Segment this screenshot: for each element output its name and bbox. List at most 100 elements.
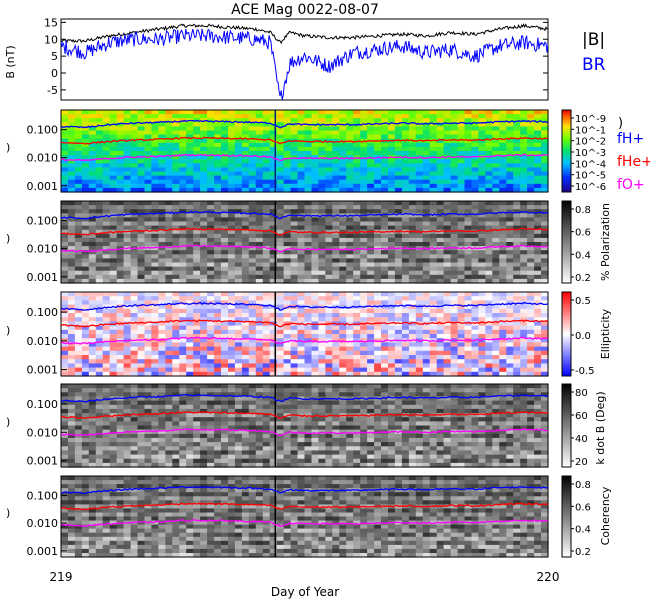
spectrogram-cell	[408, 122, 417, 127]
spectrogram-cell	[429, 346, 438, 352]
spectrogram-cell	[179, 134, 187, 140]
spectrogram-cell	[492, 110, 500, 115]
spectrogram-cell	[401, 321, 410, 327]
spectrogram-cell	[346, 317, 354, 322]
spectrogram-cell	[241, 134, 250, 140]
spectrogram-cell	[137, 187, 146, 193]
spectrogram-cell	[207, 146, 215, 152]
spectrogram-cell	[339, 175, 347, 181]
spectrogram-cell	[130, 258, 139, 264]
spectrogram-cell	[394, 142, 403, 148]
spectrogram-cell	[221, 384, 229, 389]
spectrogram-cell	[527, 146, 535, 152]
spectrogram-cell	[485, 130, 493, 136]
spectrogram-cell	[102, 175, 111, 181]
spectrogram-cell	[123, 254, 132, 259]
spectrogram-cell	[262, 304, 271, 310]
spectrogram-cell	[450, 296, 459, 301]
spectrogram-cell	[221, 134, 229, 140]
spectrogram-cell	[513, 278, 521, 284]
spectrogram-cell	[68, 462, 76, 468]
spectrogram-cell	[179, 458, 187, 464]
spectrogram-cell	[137, 321, 146, 327]
spectrogram-cell	[241, 175, 250, 181]
spectrogram-cell	[499, 317, 507, 322]
spectrogram-cell	[200, 334, 208, 339]
spectrogram-cell	[339, 258, 347, 264]
spectrogram-cell	[471, 329, 480, 335]
spectrogram-cell	[394, 110, 403, 115]
spectrogram-cell	[304, 388, 313, 393]
spectrogram-cell	[95, 254, 104, 259]
spectrogram-cell	[485, 225, 493, 231]
spectrogram-cell	[248, 122, 257, 127]
spectrogram-cell	[179, 155, 187, 160]
spectrogram-cell	[186, 338, 194, 343]
spectrogram-cell	[401, 237, 410, 243]
spectrogram-cell	[422, 146, 431, 152]
spectrogram-cell	[304, 114, 313, 119]
spectrogram-cell	[346, 159, 354, 164]
spectrogram-cell	[102, 404, 111, 410]
spectrogram-cell	[179, 151, 187, 156]
spectrogram-cell	[207, 175, 215, 181]
spectrogram-cell	[304, 408, 313, 414]
spectrogram-cell	[109, 454, 118, 460]
spectrogram-cell	[144, 317, 153, 322]
spectrogram-cell	[318, 371, 326, 377]
spectrogram-cell	[388, 313, 396, 318]
spectrogram-cell	[492, 359, 500, 364]
spectrogram-cell	[81, 400, 90, 406]
spectrogram-cell	[200, 371, 208, 377]
spectrogram-cell	[325, 114, 333, 119]
spectrogram-cell	[346, 163, 354, 168]
spectrogram-cell	[318, 278, 326, 284]
spectrogram-cell	[151, 450, 159, 456]
spectrogram-cell	[269, 317, 278, 322]
spectrogram-cell	[394, 217, 403, 223]
spectrogram-cell	[353, 209, 361, 214]
spectrogram-cell	[318, 146, 326, 152]
spectrogram-cell	[492, 114, 500, 119]
spectrogram-cell	[457, 217, 466, 223]
spectrogram-cell	[255, 217, 264, 223]
spectrogram-cell	[102, 167, 111, 173]
spectrogram-cell	[68, 329, 76, 335]
spectrogram-cell	[81, 142, 90, 148]
spectrogram-cell	[248, 408, 257, 414]
spectrogram-cell	[506, 262, 514, 268]
spectrogram-cell	[116, 458, 125, 464]
spectrogram-cell	[95, 155, 104, 160]
spectrogram-cell	[408, 254, 417, 259]
spectrogram-cell	[506, 258, 514, 264]
spectrogram-cell	[297, 417, 306, 422]
spectrogram-cell	[255, 114, 264, 119]
spectrogram-cell	[422, 308, 431, 314]
spectrogram-cell	[234, 171, 243, 177]
spectrogram-cell	[88, 346, 97, 352]
spectrogram-cell	[61, 122, 69, 127]
spectrogram-cell	[304, 300, 313, 306]
spectrogram-cell	[262, 433, 271, 439]
spectrogram-cell	[207, 371, 215, 377]
spectrogram-cell	[165, 274, 173, 280]
spectrogram-cell	[172, 250, 180, 255]
spectrogram-cell	[450, 329, 459, 335]
spectrogram-cell	[228, 159, 236, 164]
spectrogram-cell	[144, 134, 153, 140]
spectrogram-cell	[276, 321, 285, 327]
spectrogram-cell	[248, 442, 257, 447]
spectrogram-cell	[367, 118, 375, 123]
spectrogram-cell	[165, 325, 173, 331]
spectrogram-cell	[144, 433, 153, 439]
spectrogram-cell	[262, 325, 271, 331]
spectrogram-cell	[200, 338, 208, 343]
spectrogram-cell	[193, 325, 201, 331]
spectrogram-cell	[374, 317, 382, 322]
spectrogram-cell	[304, 384, 313, 389]
spectrogram-cell	[478, 258, 486, 264]
spectrogram-cell	[95, 142, 104, 148]
spectrogram-cell	[109, 151, 118, 156]
spectrogram-cell	[186, 442, 194, 447]
spectrogram-cell	[165, 321, 173, 327]
